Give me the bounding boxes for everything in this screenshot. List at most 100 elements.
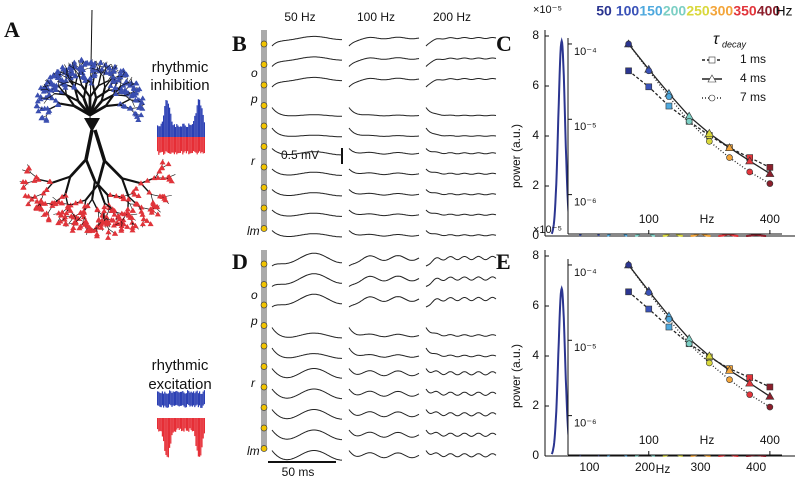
synapse <box>80 208 87 214</box>
synapse <box>94 224 101 230</box>
raster-blue <box>182 391 184 406</box>
synapse <box>120 195 127 201</box>
trace <box>348 327 420 338</box>
synapse <box>25 201 32 207</box>
synapse <box>82 218 89 224</box>
synapse <box>159 164 166 170</box>
trace <box>348 429 420 438</box>
marker <box>746 391 753 398</box>
synapse <box>47 78 54 84</box>
synapse <box>111 207 118 213</box>
synapse <box>106 65 113 71</box>
dendrite <box>128 82 136 84</box>
synapse <box>102 62 109 68</box>
synapse <box>138 208 145 214</box>
y-tick-label: 4 <box>532 128 539 142</box>
synapse <box>117 71 124 77</box>
electrode <box>260 81 268 89</box>
trace <box>425 189 497 196</box>
legend-label: 200 <box>663 3 687 19</box>
synapse <box>89 227 96 233</box>
synapse <box>120 82 127 88</box>
raster-blue <box>187 126 189 137</box>
synapse <box>113 193 120 199</box>
synapse <box>118 210 125 216</box>
trace <box>425 127 497 137</box>
raster-blue <box>199 391 201 406</box>
dendrite <box>54 93 66 96</box>
raster-blue <box>178 126 180 137</box>
raster-red <box>182 137 184 155</box>
raster-blue <box>170 391 172 406</box>
raster-red <box>165 418 167 455</box>
raster-red <box>200 137 202 154</box>
synapse <box>123 91 130 97</box>
trace <box>348 409 420 418</box>
layer-label: lm <box>247 224 260 238</box>
dendrite <box>52 175 71 184</box>
dendrite <box>95 63 99 71</box>
series-line <box>628 70 771 168</box>
series-line <box>628 43 771 175</box>
label: excitation <box>148 376 211 393</box>
trace <box>271 252 342 267</box>
synapse <box>88 63 95 69</box>
panel-label: C <box>496 31 512 56</box>
synapse <box>105 229 112 235</box>
trace <box>271 76 342 88</box>
marker <box>645 83 653 91</box>
synapse <box>133 200 140 206</box>
raster-red <box>185 418 187 431</box>
raster-red <box>191 137 193 154</box>
raster-red <box>195 418 197 446</box>
y-axis-label: power (a.u.) <box>509 124 523 188</box>
synapse <box>93 231 100 237</box>
synapse <box>62 214 69 220</box>
raster-red <box>181 137 183 152</box>
dendrite <box>91 68 99 71</box>
legend-unit: Hz <box>775 3 792 19</box>
inset-frame <box>568 38 782 234</box>
raster-blue <box>171 121 173 137</box>
raster-red <box>172 418 174 433</box>
raster-blue <box>199 99 201 137</box>
synapse <box>138 112 145 118</box>
synapse <box>146 189 153 195</box>
synapse <box>129 224 136 230</box>
raster-blue <box>177 125 179 137</box>
synapse <box>62 192 69 198</box>
series-line <box>628 43 771 185</box>
raster-blue <box>163 115 165 137</box>
y-axis-label: power (a.u.) <box>509 344 523 408</box>
dendrite <box>78 59 81 67</box>
trace <box>348 189 420 196</box>
synapse <box>139 211 146 217</box>
synapse <box>62 77 69 83</box>
trace <box>425 347 497 358</box>
raster-red <box>184 137 186 152</box>
marker <box>665 323 673 331</box>
raster-red <box>185 137 187 154</box>
raster-blue <box>165 100 167 137</box>
raster-blue <box>159 126 161 137</box>
raster-red <box>203 137 205 154</box>
raster-blue <box>184 125 186 137</box>
y-tick-label: 10⁻⁵ <box>574 342 597 354</box>
raster-red <box>165 137 167 152</box>
dendrite <box>43 97 48 104</box>
y-tick-label: 0 <box>532 448 539 462</box>
synapse <box>129 207 136 213</box>
raster-red <box>179 418 181 429</box>
synapse <box>59 89 66 95</box>
raster-red <box>167 418 169 458</box>
marker <box>704 128 714 137</box>
raster-red <box>161 137 163 152</box>
dendrite <box>97 69 104 77</box>
trace <box>348 450 420 459</box>
trace <box>271 168 342 176</box>
raster-blue <box>178 392 180 407</box>
column-label: 100 Hz <box>357 10 395 24</box>
series-line <box>628 264 771 397</box>
synapse <box>161 195 168 201</box>
